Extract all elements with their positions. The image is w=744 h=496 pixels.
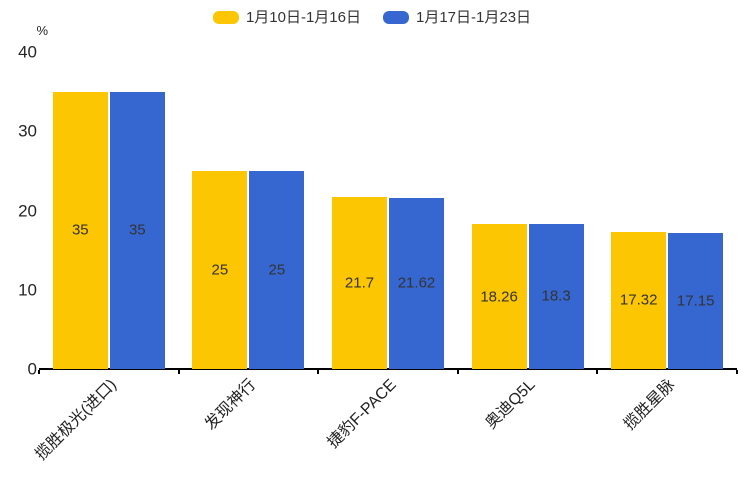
bar-value-label: 25 [211, 261, 229, 279]
x-tick-mark [736, 370, 738, 374]
y-tick-label-0: 0 [27, 359, 37, 379]
bar-value-label: 35 [71, 221, 89, 239]
bar-series2-2: 21.62 [389, 197, 444, 369]
y-tick-label-30: 30 [18, 121, 37, 141]
x-tick-mark [177, 370, 180, 374]
bar-value-label: 17.32 [619, 291, 658, 309]
bar-series1-2: 21.7 [332, 197, 387, 369]
bar-series1-4: 17.32 [611, 231, 667, 369]
bar-value-label: 35 [128, 221, 146, 239]
legend: 1月10日-1月16日 1月17日-1月23日 [0, 6, 744, 28]
bar-series2-3: 18.3 [528, 223, 584, 369]
x-category-label-text: 发现神行 [202, 376, 260, 434]
x-tick-mark [317, 370, 320, 374]
bar-value-label: 18.26 [480, 288, 518, 306]
legend-item-0[interactable]: 1月10日-1月16日 [212, 8, 361, 26]
bar-value-label: 25 [268, 261, 286, 279]
x-axis-line [39, 368, 737, 370]
bar-value-label: 18.3 [541, 287, 571, 305]
bar-value-label: 17.15 [676, 292, 715, 310]
x-category-label-text: 揽胜极光(进口) [32, 376, 121, 464]
bar-value-label: 21.7 [344, 274, 375, 292]
bar-series2-1: 25 [249, 170, 305, 369]
bar-series1-1: 25 [192, 170, 248, 369]
legend-item-1[interactable]: 1月17日-1月23日 [383, 10, 531, 25]
legend-item-label: 1月17日-1月23日 [416, 8, 532, 26]
y-tick-label-20: 20 [18, 201, 37, 220]
legend-swatch-icon [383, 10, 409, 24]
x-category-label-text: 奥迪Q5L [482, 376, 539, 433]
x-tick-mark [456, 370, 459, 374]
x-tick-mark [596, 370, 599, 374]
bar-value-label: 21.62 [397, 274, 436, 292]
legend-swatch-icon [212, 10, 239, 24]
x-category-label-text: 捷豹F-PACE [324, 376, 400, 452]
bar-series2-4: 17.15 [668, 233, 724, 369]
y-axis-unit-label: % [36, 23, 48, 38]
x-tick-mark [38, 370, 40, 374]
x-category-label-text: 揽胜星脉 [621, 376, 679, 434]
bar-series2-0: 35 [109, 91, 165, 369]
legend-item-label: 1月10日-1月16日 [245, 8, 361, 26]
y-tick-label-40: 40 [18, 42, 37, 62]
bar-series1-0: 35 [52, 91, 108, 369]
bar-series1-3: 18.26 [471, 224, 527, 369]
y-tick-label-10: 10 [18, 280, 37, 300]
